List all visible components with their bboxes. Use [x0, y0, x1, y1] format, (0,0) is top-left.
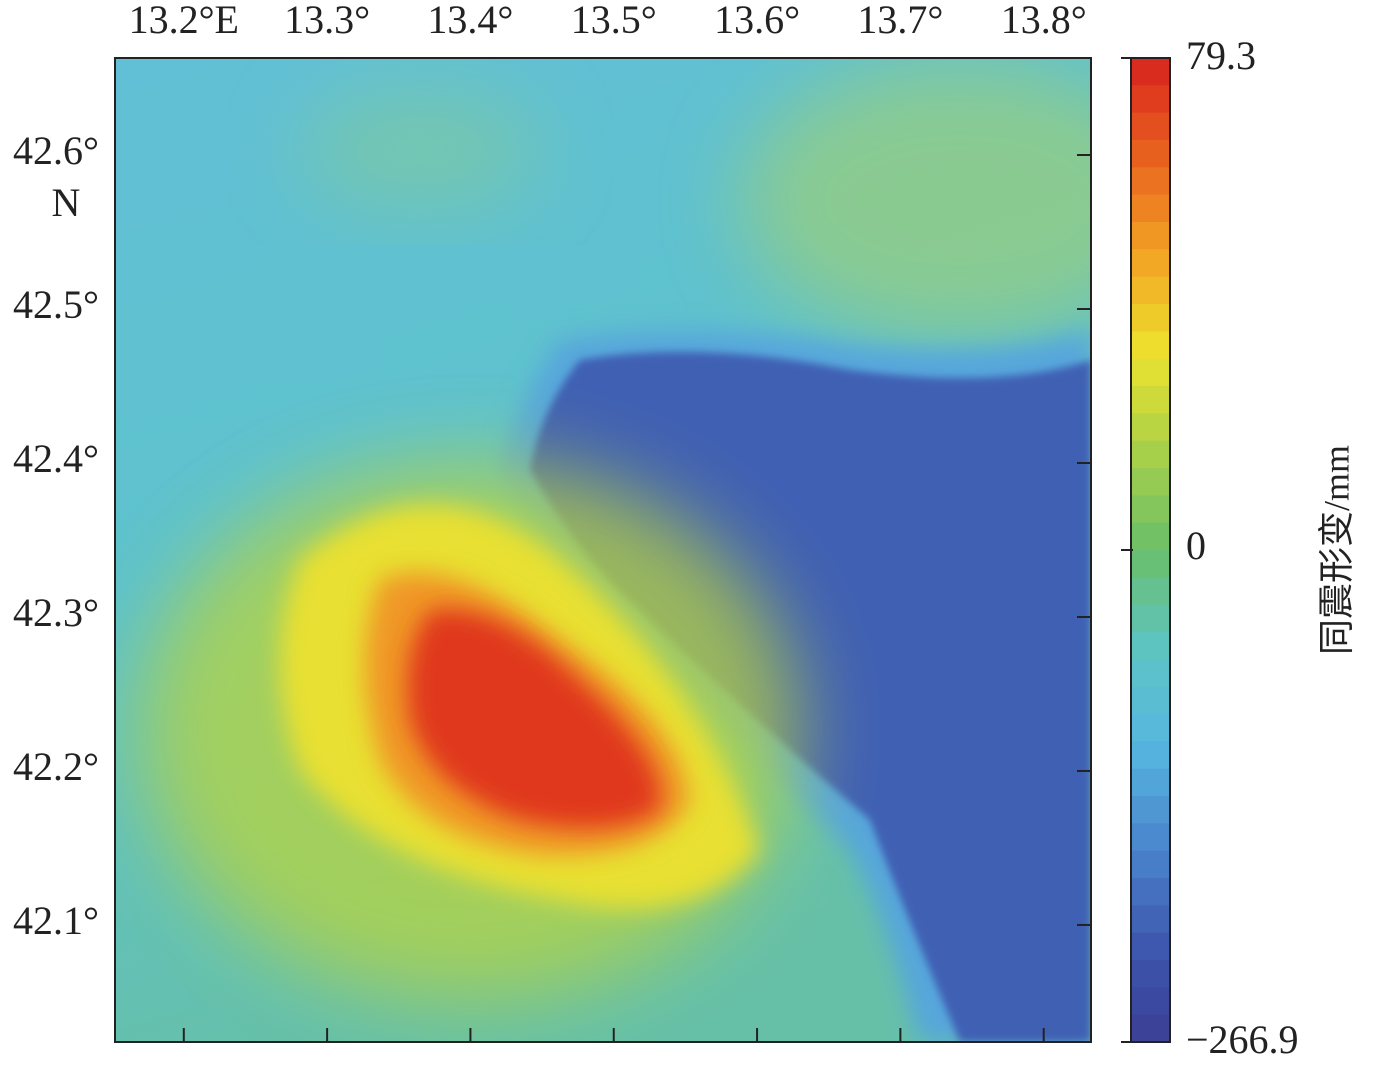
x-tick-label: 13.4° — [427, 0, 513, 42]
colorbar-band — [1131, 522, 1170, 551]
colorbar-band — [1131, 386, 1170, 414]
colorbar-band — [1131, 140, 1170, 168]
colorbar-tick-label: 0 — [1186, 523, 1206, 568]
colorbar-tick-label: −266.9 — [1186, 1017, 1299, 1062]
colorbar-band — [1131, 686, 1170, 715]
colorbar-band — [1131, 768, 1170, 797]
colorbar-band — [1131, 632, 1170, 660]
y-tick-label: 42.4° — [13, 436, 99, 481]
colorbar-band — [1131, 577, 1170, 606]
colorbar-band — [1131, 331, 1170, 360]
colorbar-band — [1131, 850, 1170, 879]
x-tick-label: 13.8° — [1001, 0, 1087, 42]
colorbar-band — [1131, 468, 1170, 496]
colorbar-band — [1131, 276, 1170, 305]
y-tick-label: 42.1° — [13, 898, 99, 943]
colorbar-band — [1131, 167, 1170, 196]
y-tick-label: 42.6° — [13, 128, 99, 173]
colorbar-band — [1131, 1014, 1170, 1043]
colorbar-band — [1131, 741, 1170, 770]
colorbar-band — [1131, 112, 1170, 141]
colorbar-band — [1131, 222, 1170, 250]
y-tick-label: 42.2° — [13, 744, 99, 789]
colorbar-band — [1131, 932, 1170, 961]
colorbar-band — [1131, 905, 1170, 934]
deformation-field — [115, 58, 1091, 1042]
map-frame — [114, 57, 1092, 1043]
y-tick-label: 42.3° — [13, 590, 99, 635]
colorbar — [1131, 58, 1170, 1043]
x-tick-label: 13.6° — [714, 0, 800, 42]
colorbar-band — [1131, 495, 1170, 524]
colorbar-band — [1131, 249, 1170, 278]
x-tick-label: 13.5° — [571, 0, 657, 42]
colorbar-band — [1131, 604, 1170, 633]
colorbar-band — [1131, 960, 1170, 988]
colorbar-band — [1131, 304, 1170, 332]
colorbar-band — [1131, 659, 1170, 688]
colorbar-band — [1131, 358, 1170, 387]
colorbar-band — [1131, 440, 1170, 469]
colorbar-band — [1131, 796, 1170, 824]
colorbar-band — [1131, 823, 1170, 852]
colorbar-band — [1131, 550, 1170, 578]
colorbar-tick-label: 79.3 — [1186, 33, 1256, 78]
x-tick-label: 13.2°E — [129, 0, 239, 42]
y-tick-label: 42.5° — [13, 282, 99, 327]
colorbar-band — [1131, 58, 1170, 86]
colorbar-band — [1131, 194, 1170, 223]
colorbar-band — [1131, 413, 1170, 442]
colorbar-band — [1131, 878, 1170, 906]
colorbar-band — [1131, 714, 1170, 742]
x-tick-label: 13.3° — [284, 0, 370, 42]
colorbar-band — [1131, 85, 1170, 114]
colorbar-label: 同震形变/mm — [1316, 445, 1356, 655]
x-tick-label: 13.7° — [857, 0, 943, 42]
lat-unit: N — [52, 180, 81, 225]
colorbar-band — [1131, 987, 1170, 1016]
